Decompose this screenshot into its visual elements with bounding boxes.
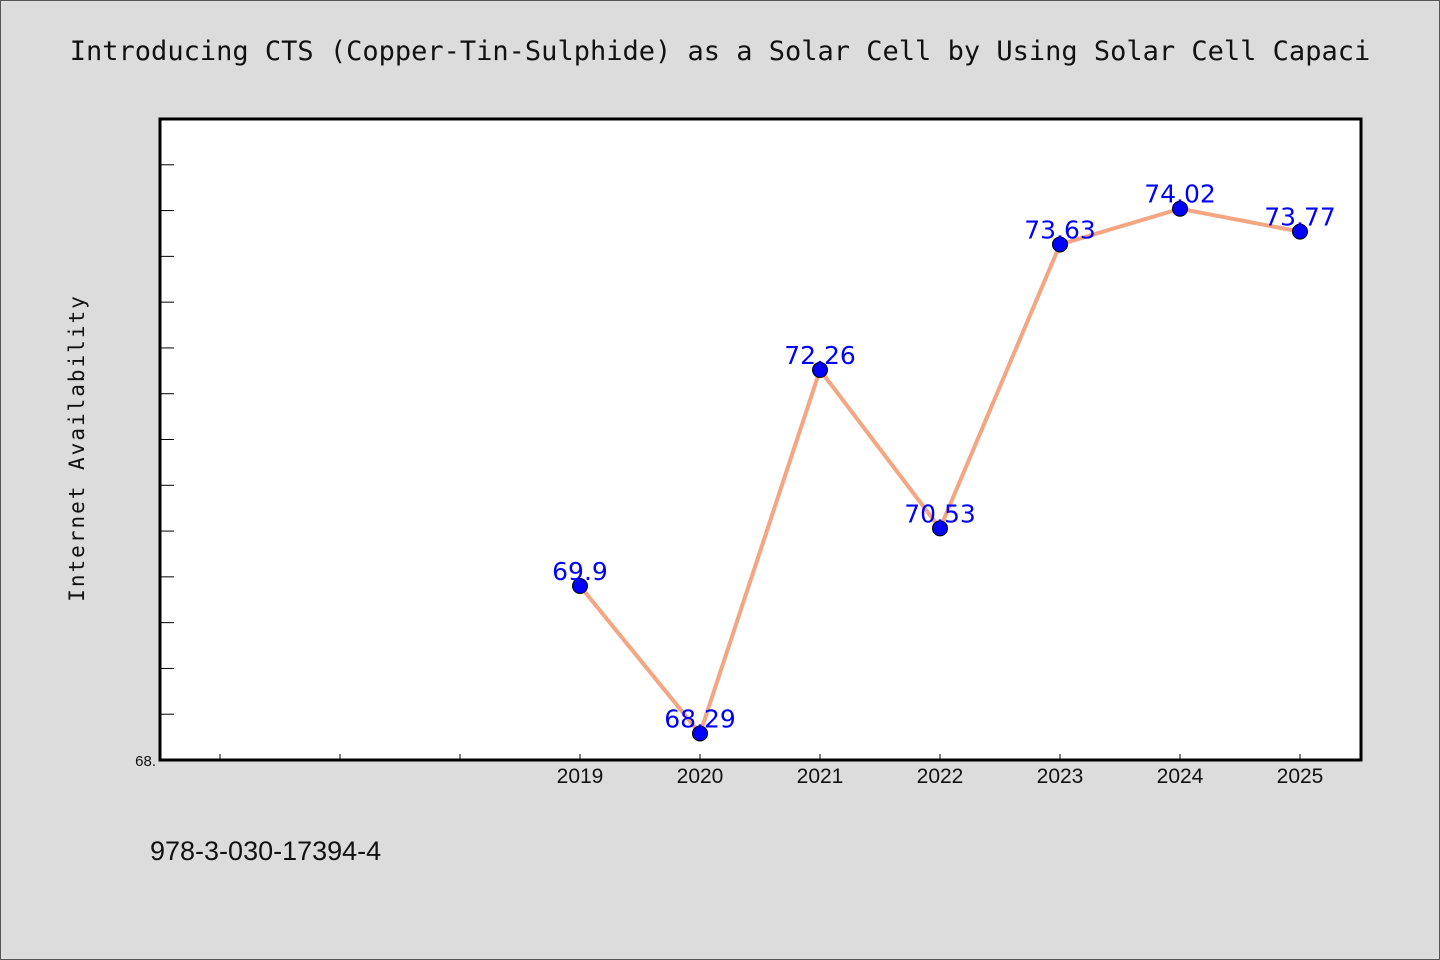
x-tick-label: 2022 bbox=[917, 765, 964, 788]
data-label: 69.9 bbox=[552, 557, 608, 586]
x-tick-label: 2021 bbox=[797, 765, 844, 788]
y-tick-label: 68. bbox=[135, 753, 156, 770]
data-label: 73.63 bbox=[1024, 215, 1096, 244]
data-point bbox=[1172, 200, 1188, 217]
x-tick-label: 2024 bbox=[1157, 765, 1204, 788]
x-tick-label: 2019 bbox=[557, 765, 604, 788]
data-point bbox=[1292, 223, 1308, 240]
data-point bbox=[692, 725, 708, 742]
data-label: 70.53 bbox=[904, 499, 976, 528]
data-point bbox=[932, 520, 948, 537]
data-label: 68.29 bbox=[664, 704, 736, 733]
isbn-footer: 978-3-030-17394-4 bbox=[150, 836, 382, 866]
data-label: 72.26 bbox=[784, 341, 856, 370]
chart-title: Introducing CTS (Copper-Tin-Sulphide) as… bbox=[69, 36, 1371, 67]
plot-area bbox=[158, 117, 1363, 762]
x-tick-label: 2020 bbox=[677, 765, 724, 788]
data-point bbox=[1052, 236, 1068, 253]
data-point bbox=[572, 578, 588, 595]
x-tick-label: 2025 bbox=[1277, 765, 1324, 788]
data-label: 74.02 bbox=[1144, 180, 1216, 209]
data-label: 73.77 bbox=[1264, 203, 1336, 232]
data-point bbox=[812, 361, 828, 378]
x-tick-label: 2023 bbox=[1037, 765, 1084, 788]
